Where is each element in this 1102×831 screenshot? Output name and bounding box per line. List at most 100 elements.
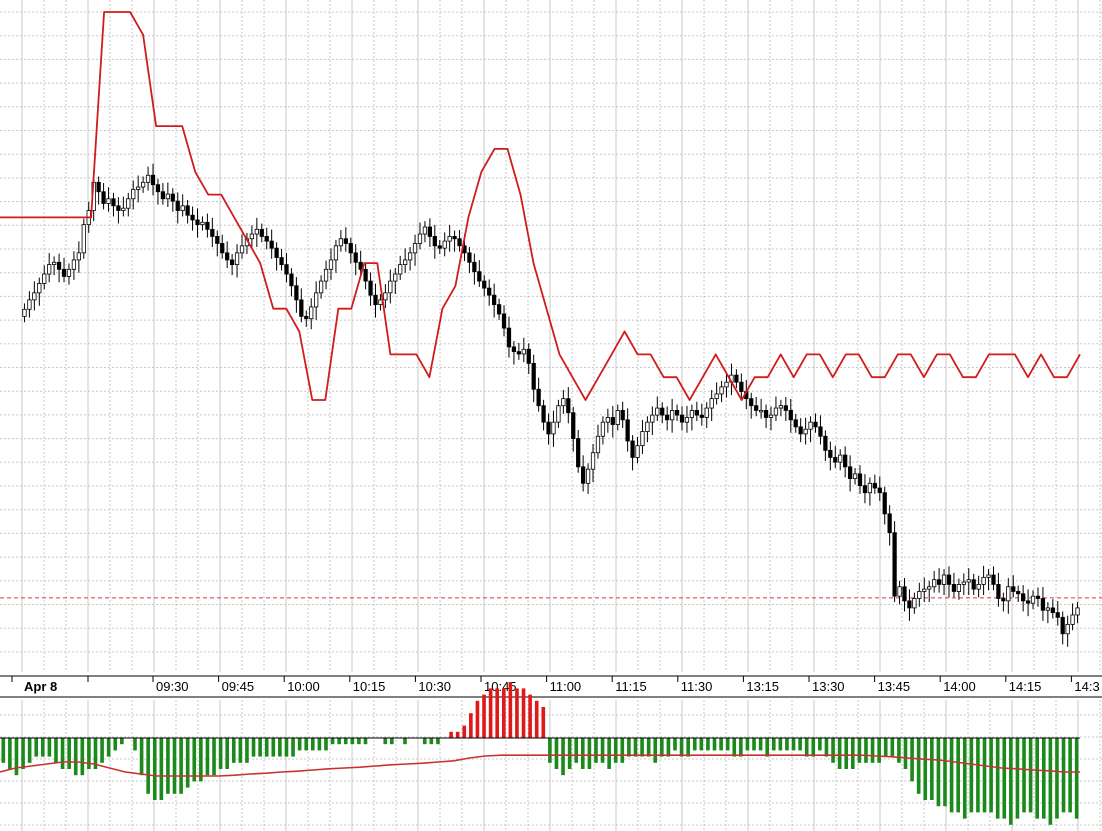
candle-body xyxy=(590,452,596,470)
candle-body xyxy=(398,264,403,275)
candle xyxy=(126,192,131,217)
candle-body xyxy=(996,584,1001,599)
candle-body xyxy=(32,292,37,301)
candle xyxy=(1035,587,1041,607)
candle xyxy=(323,260,329,290)
candle-body xyxy=(472,261,477,273)
candle xyxy=(927,580,932,603)
candle-body xyxy=(887,513,892,534)
candle xyxy=(679,406,685,431)
candle-body xyxy=(665,414,670,421)
overlay-line xyxy=(0,11,1081,401)
candle xyxy=(96,176,101,205)
candle-body xyxy=(294,285,299,301)
candle xyxy=(941,569,947,595)
candle xyxy=(150,163,156,196)
candle xyxy=(393,268,398,295)
candle xyxy=(358,250,363,276)
candle xyxy=(398,255,403,280)
candle xyxy=(843,446,848,478)
candle xyxy=(467,246,472,273)
candle xyxy=(348,237,353,264)
candle-body xyxy=(669,410,675,421)
candle xyxy=(862,474,868,504)
candle xyxy=(417,222,423,250)
candle xyxy=(1016,585,1021,603)
candle-body xyxy=(1040,598,1046,611)
candle xyxy=(32,281,37,311)
candle xyxy=(635,436,640,464)
candle-body xyxy=(348,243,353,254)
candle xyxy=(867,477,873,506)
candle-body xyxy=(318,280,324,294)
candle xyxy=(892,521,897,603)
candle xyxy=(447,224,452,252)
candle xyxy=(833,445,838,469)
candle xyxy=(338,230,344,252)
candle xyxy=(1050,599,1055,619)
tick-label: 09:45 xyxy=(222,679,255,694)
candle xyxy=(556,399,561,429)
candle-body xyxy=(758,410,764,413)
tick-label: 09:30 xyxy=(156,679,189,694)
candle-body xyxy=(551,421,556,435)
candle-body xyxy=(358,261,363,270)
tick-label: 11:30 xyxy=(681,679,713,694)
candle-body xyxy=(694,410,699,416)
candle-body xyxy=(976,584,981,590)
candle-body xyxy=(655,407,660,416)
candle xyxy=(155,178,161,205)
candle xyxy=(42,265,47,290)
candle xyxy=(56,253,62,283)
candle-body xyxy=(749,398,754,407)
tick-label: 10:15 xyxy=(353,679,386,694)
candle-body xyxy=(205,221,210,230)
candle-body xyxy=(150,174,156,186)
candle xyxy=(284,253,289,283)
candle xyxy=(220,234,225,259)
candle-body xyxy=(882,492,887,515)
candle xyxy=(660,402,665,424)
candle xyxy=(625,408,630,452)
candle-body xyxy=(111,198,116,207)
candle-body xyxy=(1065,623,1070,635)
candle-body xyxy=(526,348,531,364)
candle xyxy=(106,187,111,212)
candle-body xyxy=(966,579,971,583)
candle xyxy=(754,397,759,417)
candle xyxy=(1006,578,1011,614)
candle-body xyxy=(121,207,126,211)
candle-body xyxy=(442,240,447,249)
candle xyxy=(907,589,912,621)
candle-body xyxy=(946,574,952,585)
candle xyxy=(749,392,754,419)
candle xyxy=(986,569,991,591)
candle-body xyxy=(200,221,205,226)
candle xyxy=(576,429,581,473)
candle-body xyxy=(650,414,655,423)
candle xyxy=(823,430,828,461)
candle-body xyxy=(269,240,274,249)
oscillator-panel xyxy=(0,682,1080,825)
candle-body xyxy=(299,299,304,317)
candle xyxy=(882,486,887,525)
candle xyxy=(669,398,675,433)
candle xyxy=(946,566,952,598)
candle-body xyxy=(1055,612,1060,618)
candle-body xyxy=(783,405,788,411)
candle xyxy=(798,418,803,443)
candle xyxy=(140,176,146,193)
candle-body xyxy=(763,410,769,418)
candle-body xyxy=(843,454,848,468)
candle xyxy=(210,217,215,247)
candle-body xyxy=(393,273,398,282)
candle xyxy=(200,216,205,231)
candle xyxy=(81,218,86,259)
candle-body xyxy=(585,468,591,484)
candle-body xyxy=(22,308,27,317)
candle-body xyxy=(56,261,62,270)
candle-body xyxy=(333,245,339,261)
candle-body xyxy=(383,292,388,301)
